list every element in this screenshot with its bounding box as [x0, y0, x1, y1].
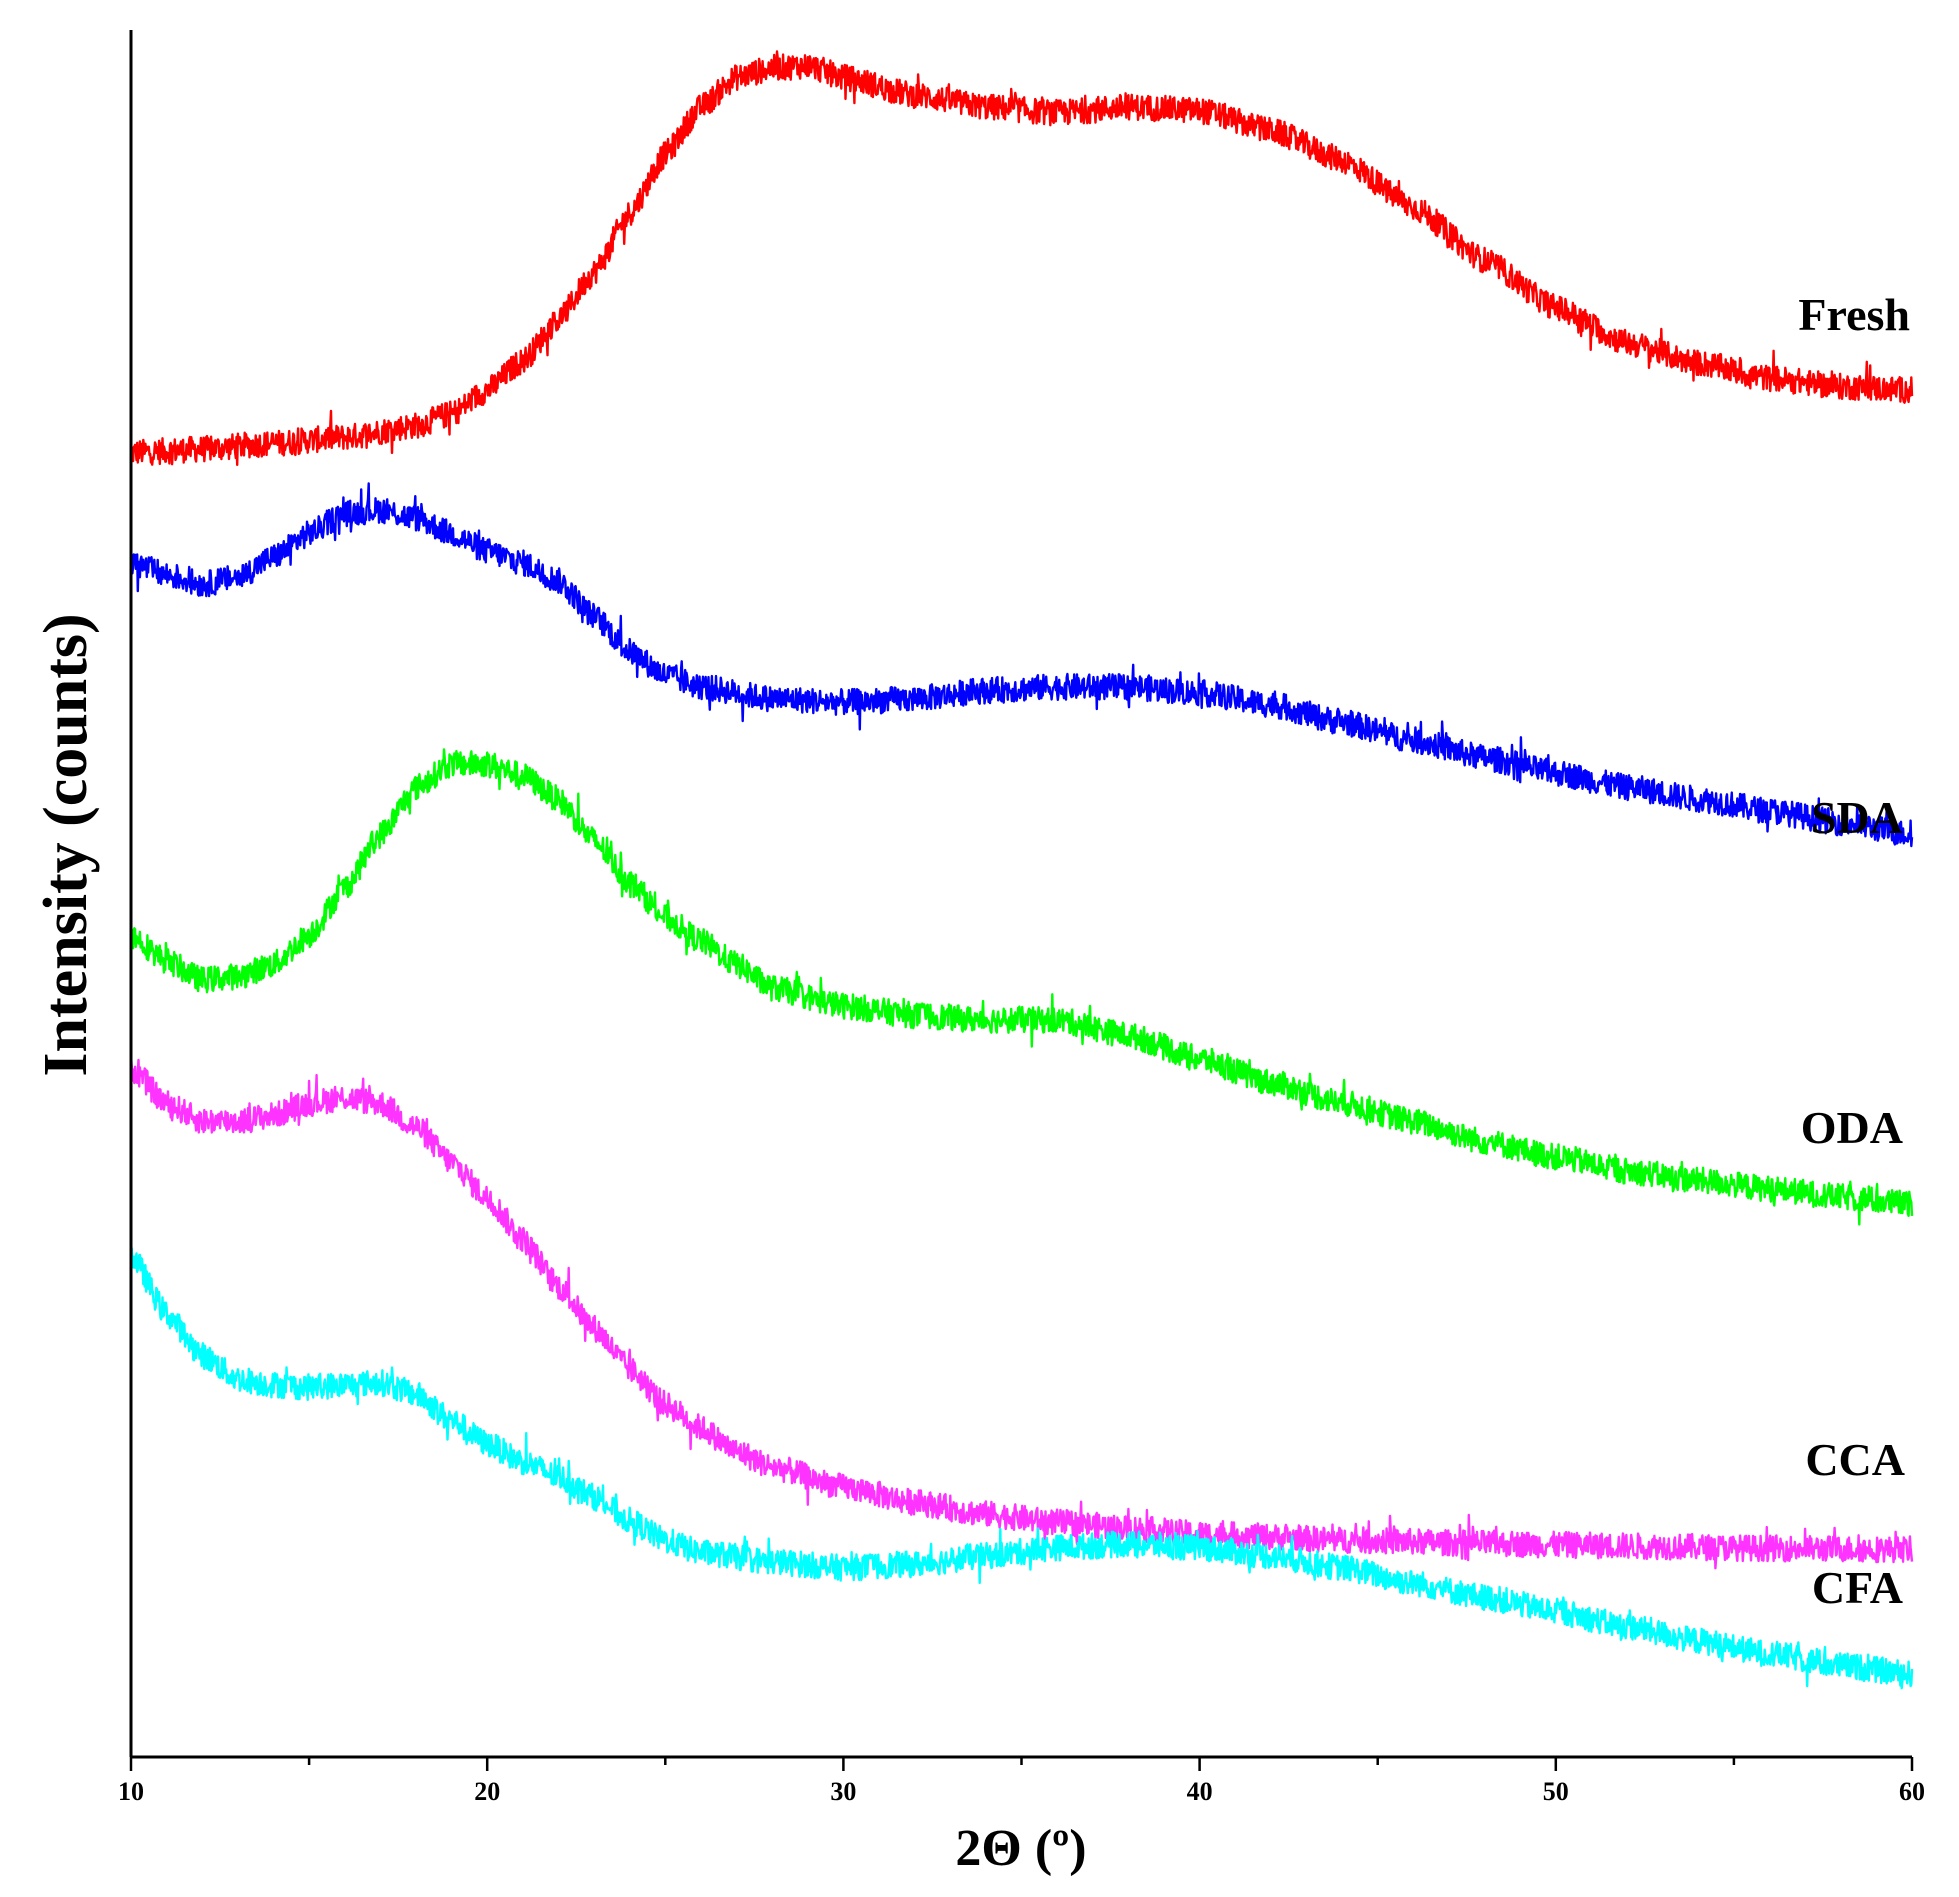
x-ticks: 10 20 30 40 50 60: [118, 1757, 1925, 1806]
series-label-oda: ODA: [1801, 1102, 1903, 1153]
axes: 10 20 30 40 50 60: [118, 30, 1925, 1806]
plot-curves: [129, 50, 1914, 1690]
y-axis-title: Intensity (counts): [32, 613, 100, 1076]
series-line-cfa: [129, 1246, 1914, 1690]
series-labels: Fresh SDA ODA CCA CFA: [1798, 289, 1910, 1613]
x-tick-label: 50: [1543, 1777, 1569, 1806]
x-tick-label: 40: [1187, 1777, 1213, 1806]
x-tick-label: 20: [474, 1777, 500, 1806]
x-tick-label: 30: [830, 1777, 856, 1806]
series-line-cca: [129, 1055, 1914, 1570]
x-tick-label: 60: [1899, 1777, 1925, 1806]
series-label-fresh: Fresh: [1798, 289, 1910, 340]
series-label-sda: SDA: [1811, 792, 1903, 843]
x-tick-label: 10: [118, 1777, 144, 1806]
series-label-cca: CCA: [1805, 1434, 1905, 1485]
series-line-fresh: [130, 50, 1914, 466]
series-line-sda: [129, 482, 1914, 848]
series-line-oda: [129, 748, 1914, 1226]
x-axis-title: 2Θ (º): [955, 1820, 1086, 1877]
series-label-cfa: CFA: [1812, 1562, 1903, 1613]
